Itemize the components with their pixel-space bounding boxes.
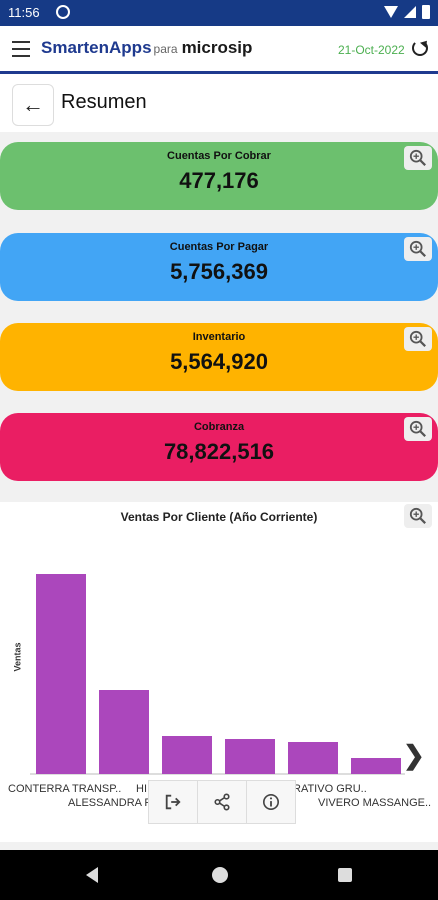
nav-recent-apps-icon[interactable] bbox=[338, 868, 352, 882]
card-cobranza[interactable]: Cobranza 78,822,516 bbox=[0, 413, 438, 481]
card-cuentas-por-cobrar[interactable]: Cuentas Por Cobrar 477,176 bbox=[0, 142, 438, 210]
status-bar: 11:56 bbox=[0, 0, 438, 26]
hamburger-menu-icon[interactable] bbox=[12, 41, 30, 57]
chart-bar[interactable] bbox=[36, 574, 86, 774]
card-title: Cuentas Por Pagar bbox=[169, 241, 269, 253]
zoom-button[interactable] bbox=[404, 327, 432, 351]
chart-x-tick-label: VIVERO MASSANGE.. bbox=[318, 797, 431, 809]
share-icon bbox=[214, 793, 230, 811]
zoom-in-icon bbox=[409, 240, 426, 257]
card-value: 477,176 bbox=[179, 168, 259, 193]
chart-x-tick-label: CONTERRA TRANSP.. bbox=[8, 783, 121, 795]
zoom-button[interactable] bbox=[404, 146, 432, 170]
export-icon bbox=[165, 794, 181, 810]
sync-status-icon bbox=[56, 5, 70, 19]
card-title: Inventario bbox=[192, 331, 246, 343]
chart-zoom-button[interactable] bbox=[404, 504, 432, 528]
zoom-in-icon bbox=[409, 330, 426, 347]
share-button[interactable] bbox=[198, 781, 247, 823]
zoom-button[interactable] bbox=[404, 417, 432, 441]
nav-home-icon[interactable] bbox=[212, 867, 228, 883]
export-button[interactable] bbox=[149, 781, 198, 823]
chart-bar[interactable] bbox=[288, 742, 338, 774]
status-icons bbox=[384, 5, 430, 19]
battery-icon bbox=[422, 5, 430, 19]
chart-bar[interactable] bbox=[99, 690, 149, 774]
chart-bar[interactable] bbox=[225, 739, 275, 774]
info-icon bbox=[262, 793, 280, 811]
android-nav-bar bbox=[0, 850, 438, 900]
wifi-icon bbox=[384, 6, 398, 18]
card-value: 5,564,920 bbox=[170, 349, 268, 374]
brand-main: SmartenApps bbox=[41, 38, 152, 57]
card-value: 5,756,369 bbox=[170, 259, 268, 284]
brand-para: para bbox=[153, 42, 178, 56]
zoom-in-icon bbox=[409, 149, 426, 166]
chart-x-tick-label: ALESSANDRA P.. bbox=[68, 797, 156, 809]
chart-bar[interactable] bbox=[351, 758, 401, 774]
zoom-button[interactable] bbox=[404, 237, 432, 261]
card-cuentas-por-pagar[interactable]: Cuentas Por Pagar 5,756,369 bbox=[0, 233, 438, 301]
app-brand: SmartenApps para microsip bbox=[41, 38, 252, 58]
popup-toolbar bbox=[148, 780, 296, 824]
bar-chart: CONTERRA TRANSP..ALESSANDRA P..HI.. RATIV… bbox=[8, 574, 431, 809]
chart-bar[interactable] bbox=[162, 736, 212, 774]
card-title: Cuentas Por Cobrar bbox=[167, 150, 271, 162]
refresh-icon[interactable] bbox=[412, 40, 428, 56]
chevron-right-icon[interactable]: ❯ bbox=[403, 740, 425, 770]
status-time: 11:56 bbox=[8, 5, 40, 20]
zoom-in-icon bbox=[409, 507, 426, 524]
brand-sub: microsip bbox=[181, 38, 253, 57]
info-button[interactable] bbox=[247, 781, 295, 823]
back-button[interactable]: ← bbox=[12, 84, 54, 126]
current-date: 21-Oct-2022 bbox=[338, 43, 405, 57]
signal-icon bbox=[404, 6, 416, 18]
sales-chart-card: Ventas Por Cliente (Año Corriente) Venta… bbox=[0, 502, 438, 842]
zoom-in-icon bbox=[409, 420, 426, 437]
page-title: Resumen bbox=[61, 91, 147, 113]
app-bar: SmartenApps para microsip 21-Oct-2022 bbox=[0, 26, 438, 74]
card-inventario[interactable]: Inventario 5,564,920 bbox=[0, 323, 438, 391]
page-header: ← Resumen bbox=[0, 74, 438, 132]
chart-title: Ventas Por Cliente (Año Corriente) bbox=[120, 510, 318, 524]
card-value: 78,822,516 bbox=[163, 439, 275, 464]
arrow-left-icon: ← bbox=[22, 92, 44, 117]
chart-x-tick-label: RATIVO GRU.. bbox=[293, 783, 367, 795]
nav-back-icon[interactable] bbox=[86, 867, 98, 883]
card-title: Cobranza bbox=[193, 421, 245, 433]
